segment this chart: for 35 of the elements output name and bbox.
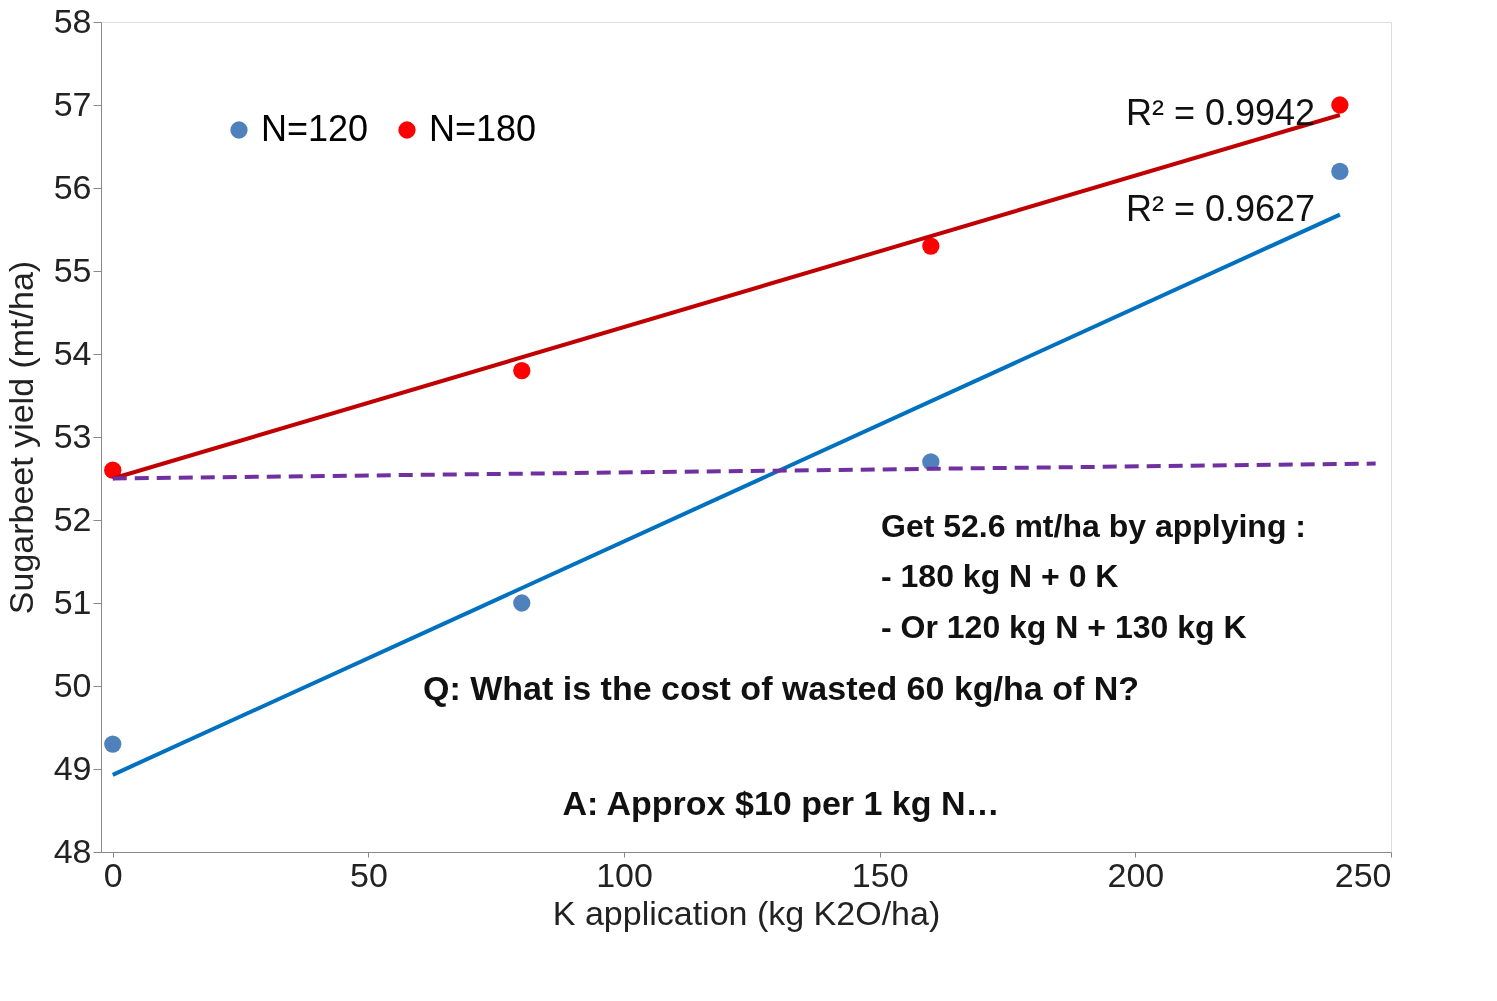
y-tick-label: 57 xyxy=(53,84,92,123)
annotation: - 180 kg N + 0 K xyxy=(881,558,1119,594)
x-axis-title: K application (kg K2O/ha) xyxy=(552,893,941,932)
y-tick-label: 50 xyxy=(53,665,92,704)
y-tick-label: 53 xyxy=(53,416,92,455)
y-tick-label: 56 xyxy=(53,167,92,206)
point xyxy=(513,594,531,612)
y-tick-label: 48 xyxy=(53,831,92,870)
point xyxy=(513,361,531,380)
annotation: Get 52.6 mt/ha by applying : xyxy=(881,508,1306,544)
x-tick-label: 250 xyxy=(1334,855,1392,894)
y-tick-label: 58 xyxy=(53,1,92,40)
point xyxy=(1331,162,1349,181)
annotation: Q: What is the cost of wasted 60 kg/ha of N? xyxy=(423,669,1139,707)
legend-label: N=180 xyxy=(429,108,537,149)
x-tick-label: 0 xyxy=(103,855,123,894)
x-tick-label: 50 xyxy=(349,855,388,894)
point xyxy=(104,461,122,479)
annotation: R² = 0.9627 xyxy=(1126,188,1316,229)
annotation: R² = 0.9942 xyxy=(1126,92,1316,133)
x-tick-label: 100 xyxy=(596,855,653,894)
y-tick-label: 52 xyxy=(53,499,92,538)
y-tick-label: 49 xyxy=(53,748,92,787)
point xyxy=(1331,96,1349,114)
x-tick-label: 200 xyxy=(1107,855,1165,894)
annotation: A: Approx $10 per 1 kg N… xyxy=(562,784,1000,822)
y-tick-label: 55 xyxy=(53,250,92,289)
legend-label: N=120 xyxy=(261,108,369,149)
point xyxy=(104,735,122,753)
y-axis-title: Sugarbeet yield (mt/ha) xyxy=(1,260,40,615)
y-tick-label: 54 xyxy=(53,333,92,372)
x-tick-label: 150 xyxy=(851,855,909,894)
annotation: - Or 120 kg N + 130 kg K xyxy=(881,609,1247,645)
y-tick-label: 51 xyxy=(53,582,92,621)
point xyxy=(922,237,940,255)
